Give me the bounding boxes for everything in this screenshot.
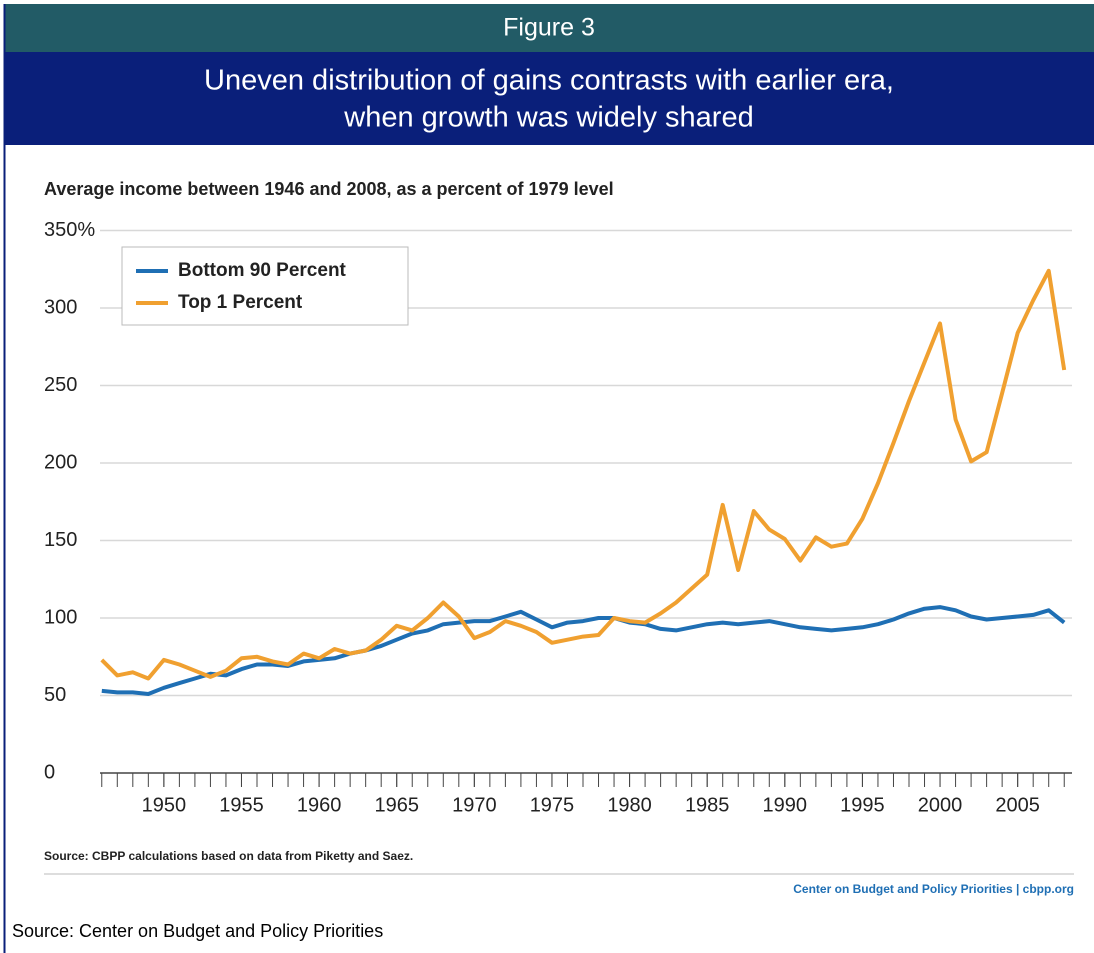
- subtitle: Average income between 1946 and 2008, as…: [44, 179, 614, 199]
- series-line: [101, 605, 1066, 696]
- x-tick-label: 1975: [530, 794, 575, 816]
- chart-title: when growth was widely shared: [343, 102, 753, 134]
- figure-label: Figure 3: [503, 14, 595, 42]
- y-tick-label: 350%: [44, 219, 95, 241]
- y-tick-label: 50: [44, 684, 66, 706]
- y-tick-label: 100: [44, 606, 77, 628]
- footer: Source: Center on Budget and Policy Prio…: [12, 921, 383, 941]
- y-tick-label: 300: [44, 296, 77, 318]
- legend-label: Top 1 Percent: [178, 292, 303, 313]
- y-tick-label: 200: [44, 451, 77, 473]
- x-tick-label: 1950: [142, 794, 187, 816]
- y-tick-label: 0: [44, 761, 55, 783]
- title-band: [5, 52, 1094, 145]
- x-tick-label: 1990: [763, 794, 808, 816]
- x-tick-label: 1955: [219, 794, 264, 816]
- series-line: [100, 268, 1067, 681]
- x-tick-label: 2000: [918, 794, 963, 816]
- chart-title: Uneven distribution of gains contrasts w…: [204, 65, 894, 97]
- x-tick-label: 1985: [685, 794, 730, 816]
- x-tick-label: 2005: [995, 794, 1040, 816]
- figure-band: [5, 4, 1094, 52]
- legend-label: Bottom 90 Percent: [178, 260, 347, 281]
- x-tick-label: 1980: [607, 794, 652, 816]
- x-tick-label: 1960: [297, 794, 342, 816]
- y-tick-label: 150: [44, 529, 77, 551]
- x-tick-label: 1970: [452, 794, 497, 816]
- y-tick-label: 250: [44, 374, 77, 396]
- x-tick-label: 1965: [374, 794, 419, 816]
- x-tick-label: 1995: [840, 794, 885, 816]
- credit: Center on Budget and Policy Priorities |…: [793, 882, 1074, 896]
- legend-box: [121, 246, 409, 326]
- note: Source: CBPP calculations based on data …: [44, 849, 413, 863]
